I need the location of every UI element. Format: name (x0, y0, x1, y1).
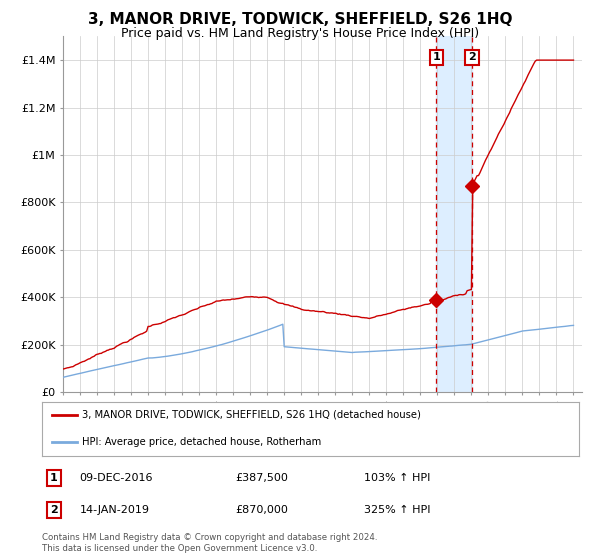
Text: 2: 2 (50, 505, 58, 515)
Text: 2: 2 (468, 53, 476, 62)
Text: 325% ↑ HPI: 325% ↑ HPI (364, 505, 431, 515)
Text: 14-JAN-2019: 14-JAN-2019 (80, 505, 149, 515)
Text: £870,000: £870,000 (235, 505, 288, 515)
Text: 1: 1 (50, 473, 58, 483)
Text: 103% ↑ HPI: 103% ↑ HPI (364, 473, 431, 483)
Text: HPI: Average price, detached house, Rotherham: HPI: Average price, detached house, Roth… (82, 437, 322, 446)
Text: 1: 1 (433, 53, 440, 62)
Text: 3, MANOR DRIVE, TODWICK, SHEFFIELD, S26 1HQ (detached house): 3, MANOR DRIVE, TODWICK, SHEFFIELD, S26 … (82, 410, 421, 419)
Bar (436, 36, 472, 392)
Text: 09-DEC-2016: 09-DEC-2016 (80, 473, 153, 483)
Text: £387,500: £387,500 (235, 473, 288, 483)
Text: Price paid vs. HM Land Registry's House Price Index (HPI): Price paid vs. HM Land Registry's House … (121, 27, 479, 40)
Text: Contains HM Land Registry data © Crown copyright and database right 2024.
This d: Contains HM Land Registry data © Crown c… (42, 533, 377, 553)
Text: 3, MANOR DRIVE, TODWICK, SHEFFIELD, S26 1HQ: 3, MANOR DRIVE, TODWICK, SHEFFIELD, S26 … (88, 12, 512, 27)
